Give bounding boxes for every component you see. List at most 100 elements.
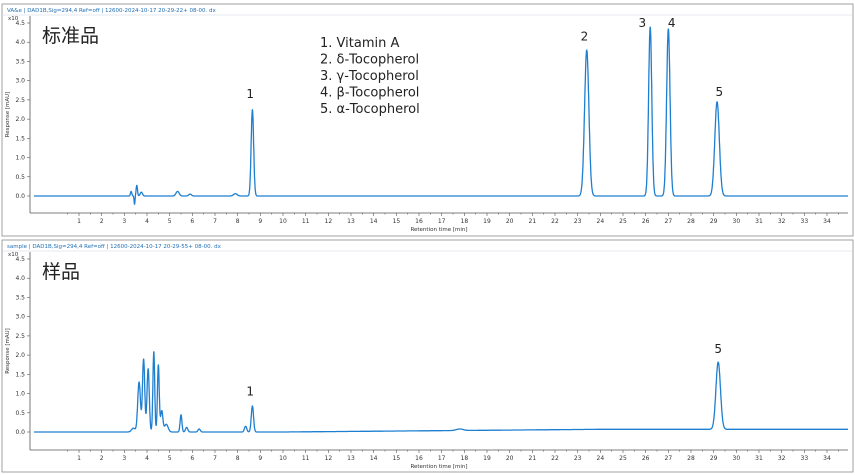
x-tick-label: 22 [551,455,559,462]
x-tick-label: 15 [393,455,401,462]
y-tick-label: 1.5 [15,135,25,142]
x-tick-label: 33 [801,218,809,225]
x-tick-label: 27 [665,218,673,225]
x-tick-label: 16 [415,218,423,225]
y-tick-label: 3.5 [15,58,25,65]
x-tick-label: 19 [483,218,491,225]
x-tick-label: 8 [236,218,240,225]
x-tick-label: 31 [755,455,763,462]
panel-label: 标准品 [42,25,99,47]
x-tick-label: 34 [823,455,831,462]
y-tick-label: 4.0 [15,39,25,46]
x-tick-label: 4 [145,218,149,225]
x-tick-label: 1 [77,218,81,225]
legend-item: 4. β-Tocopherol [320,86,419,101]
x-tick-label: 34 [823,218,831,225]
x-tick-label: 32 [778,218,786,225]
panel-label: 样品 [42,261,80,283]
x-tick-label: 4 [145,455,149,462]
y-tick-label: 2.0 [15,352,25,359]
x-tick-label: 9 [258,218,262,225]
legend-item: 5. α-Tocopherol [320,102,420,117]
x-tick-label: 13 [347,218,355,225]
x-tick-label: 14 [370,455,378,462]
x-tick-label: 14 [370,218,378,225]
x-tick-label: 6 [190,455,194,462]
x-tick-label: 24 [597,455,605,462]
x-tick-label: 24 [597,218,605,225]
x-tick-label: 16 [415,455,423,462]
x-tick-label: 29 [710,455,718,462]
x-axis-label: Retention time [min] [410,227,467,233]
x-tick-label: 12 [325,218,333,225]
x-tick-label: 7 [213,218,217,225]
y-multiplier-label: x10 [8,16,19,22]
x-tick-label: 11 [302,455,310,462]
y-tick-label: 4.0 [15,275,25,282]
x-tick-label: 31 [755,218,763,225]
y-tick-label: 0.5 [15,410,25,417]
peak-label: 1 [246,87,254,101]
y-tick-label: 0.5 [15,174,25,181]
legend-item: 2. δ-Tocopherol [320,53,419,68]
peak-label: 1 [246,384,254,398]
x-tick-label: 17 [438,218,446,225]
x-tick-label: 9 [258,455,262,462]
x-tick-label: 21 [529,455,537,462]
x-axis-label: Retention time [min] [410,464,467,470]
y-tick-label: 1.0 [15,155,25,162]
peak-label: 4 [668,16,676,30]
x-tick-label: 3 [122,218,126,225]
x-tick-label: 3 [122,455,126,462]
x-tick-label: 15 [393,218,401,225]
x-tick-label: 30 [733,455,741,462]
x-tick-label: 25 [619,218,627,225]
x-tick-label: 28 [687,218,695,225]
x-tick-label: 25 [619,455,627,462]
x-tick-label: 7 [213,455,217,462]
y-tick-label: 0.0 [15,193,25,200]
chart-panel-1: VA&e | DAD1B,Sig=294,4 Ref=off | 12600-2… [1,3,854,237]
panel-frame [1,239,854,473]
x-tick-label: 22 [551,218,559,225]
x-tick-label: 33 [801,455,809,462]
x-tick-label: 28 [687,455,695,462]
chromatogram-trace [33,26,849,205]
x-tick-label: 26 [642,455,650,462]
x-tick-label: 10 [279,455,287,462]
y-tick-label: 3.0 [15,314,25,321]
x-tick-label: 5 [168,218,172,225]
x-tick-label: 8 [236,455,240,462]
x-tick-label: 6 [190,218,194,225]
y-axis-label: Response [mAU] [5,328,11,374]
x-tick-label: 30 [733,218,741,225]
y-tick-label: 0.0 [15,429,25,436]
x-tick-label: 26 [642,218,650,225]
x-tick-label: 32 [778,455,786,462]
x-tick-label: 21 [529,218,537,225]
x-tick-label: 5 [168,455,172,462]
y-multiplier-label: x10 [8,252,19,258]
peak-label: 5 [714,342,722,356]
x-tick-label: 27 [665,455,673,462]
peak-label: 2 [581,29,589,43]
x-tick-label: 1 [77,455,81,462]
x-tick-label: 17 [438,455,446,462]
y-tick-label: 1.5 [15,371,25,378]
panel-header: sample | DAD1B,Sig=294,4 Ref=off | 12600… [7,244,222,250]
x-tick-label: 19 [483,455,491,462]
x-tick-label: 11 [302,218,310,225]
x-tick-label: 23 [574,455,582,462]
y-tick-label: 2.0 [15,116,25,123]
x-tick-label: 20 [506,455,514,462]
peak-label: 5 [716,85,724,99]
x-tick-label: 13 [347,455,355,462]
x-tick-label: 12 [325,455,333,462]
y-tick-label: 2.5 [15,333,25,340]
y-tick-label: 4.5 [15,20,25,27]
x-tick-label: 2 [100,218,104,225]
y-tick-label: 3.5 [15,294,25,301]
y-tick-label: 1.0 [15,391,25,398]
